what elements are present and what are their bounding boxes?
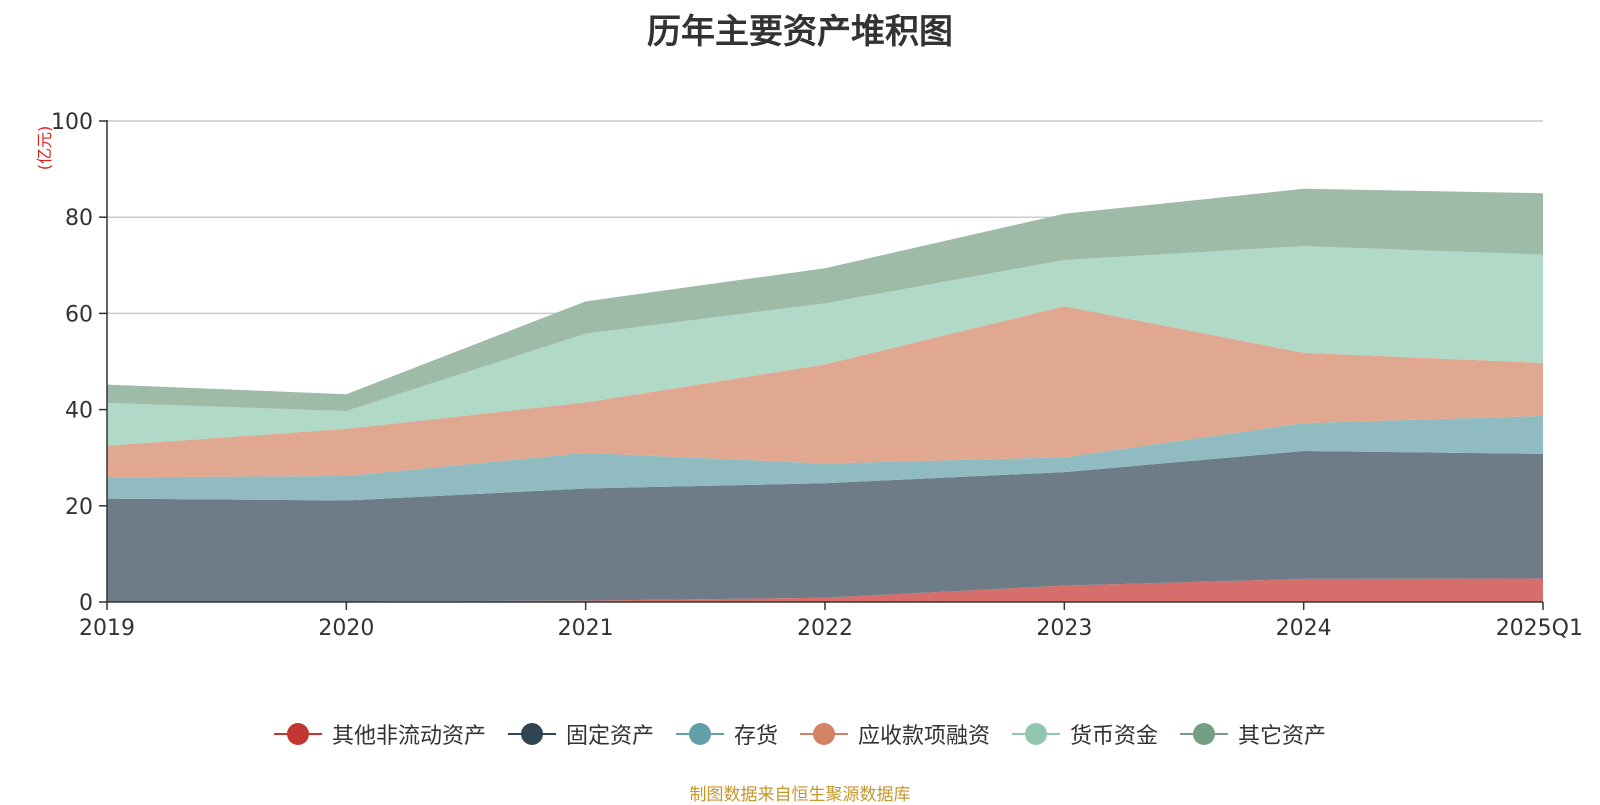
area-series-5[interactable] <box>107 188 1543 411</box>
legend-label-4: 货币资金 <box>1070 724 1159 749</box>
y-tick-label-0: 0 <box>79 591 93 616</box>
x-tick-label-1: 2020 <box>318 616 374 641</box>
area-series-4[interactable] <box>107 246 1543 446</box>
legend-item-1[interactable]: 固定资产 <box>507 718 654 750</box>
legend-item-5[interactable]: 其它资产 <box>1180 718 1326 750</box>
legend: 其他非流动资产 固定资产 存货 应收款项融资 货币资金 其它资产 <box>0 718 1600 750</box>
legend-label-3: 应收款项融资 <box>858 724 991 749</box>
legend-marker-icon <box>507 722 556 746</box>
y-tick-label-4: 80 <box>65 206 93 231</box>
legend-label-2: 存货 <box>733 724 778 749</box>
y-tick-label-5: 100 <box>51 110 93 135</box>
x-tick-label-0: 2019 <box>79 616 135 641</box>
area-series <box>107 188 1543 602</box>
legend-label-1: 固定资产 <box>565 724 654 749</box>
y-axis-unit-label: (亿元) <box>35 126 54 171</box>
stacked-area-chart: 0 20 40 60 80 100 2019 2020 2021 2022 2023 2024 2025… <box>35 110 1583 641</box>
y-tick-label-3: 60 <box>65 302 93 327</box>
x-tick-label-6: 2025Q1 <box>1496 616 1583 641</box>
legend-label-0: 其他非流动资产 <box>331 724 486 749</box>
axes <box>99 120 1544 610</box>
legend-item-0[interactable]: 其他非流动资产 <box>273 718 486 750</box>
source-note: 制图数据来自恒生聚源数据库 <box>689 785 911 805</box>
x-tick-label-3: 2022 <box>797 616 853 641</box>
legend-marker-icon <box>1180 722 1229 746</box>
area-series-0[interactable] <box>107 578 1543 602</box>
legend-marker-icon <box>273 722 322 746</box>
y-tick-label-1: 20 <box>65 495 93 520</box>
x-tick-label-2: 2021 <box>558 616 614 641</box>
legend-item-2[interactable]: 存货 <box>675 718 778 750</box>
y-tick-label-2: 40 <box>65 399 93 424</box>
legend-item-4[interactable]: 货币资金 <box>1012 718 1158 750</box>
legend-marker-icon <box>675 722 724 746</box>
legend-marker-icon <box>1012 722 1061 746</box>
legend-marker-icon <box>800 722 848 746</box>
legend-item-3[interactable]: 应收款项融资 <box>800 718 990 750</box>
area-series-2[interactable] <box>107 415 1543 501</box>
x-tick-label-5: 2024 <box>1276 616 1332 641</box>
tick-labels: 0 20 40 60 80 100 2019 2020 2021 2022 2023 2024 2025… <box>51 110 1583 641</box>
area-series-3[interactable] <box>107 306 1543 478</box>
area-series-1[interactable] <box>107 451 1543 602</box>
chart-title: 历年主要资产堆积图 <box>647 12 953 52</box>
legend-label-5: 其它资产 <box>1238 724 1327 749</box>
x-tick-label-4: 2023 <box>1036 616 1092 641</box>
